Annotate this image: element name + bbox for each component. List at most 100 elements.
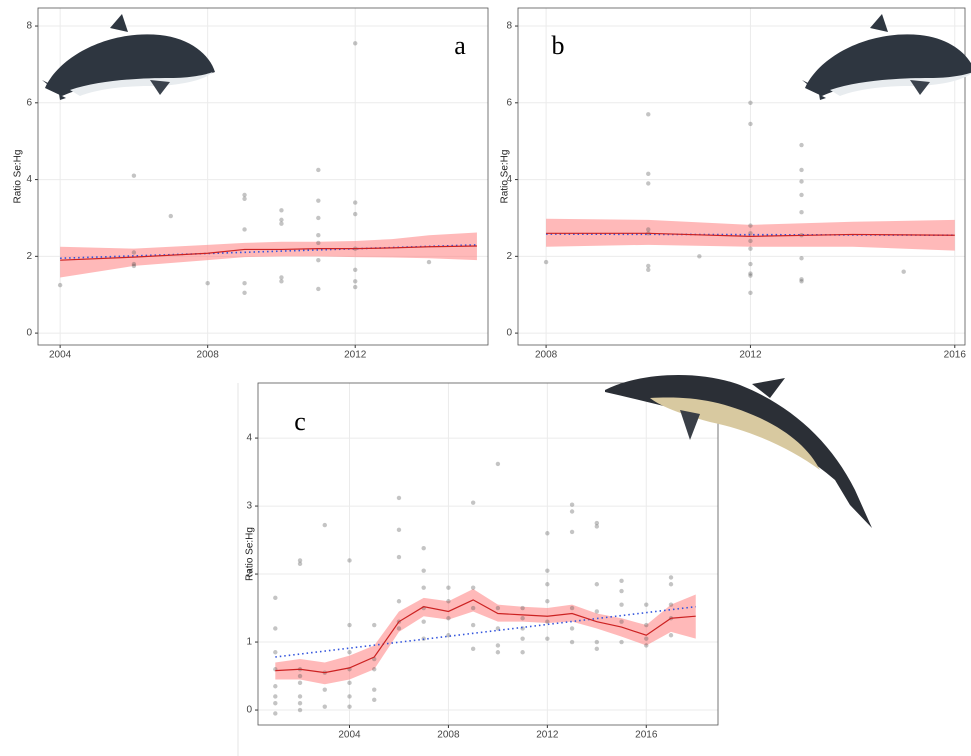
data-point (545, 619, 550, 624)
x-tick-label: 2004 (338, 730, 361, 741)
data-point (646, 171, 651, 177)
data-point (799, 179, 804, 184)
data-point (353, 211, 358, 217)
data-point (594, 646, 600, 652)
data-point (273, 595, 278, 601)
data-point (799, 209, 804, 215)
data-point (668, 582, 674, 587)
data-point (799, 279, 804, 284)
x-tick-label: 2012 (739, 350, 762, 361)
data-point (545, 599, 550, 604)
data-point (297, 707, 303, 713)
data-point (646, 227, 651, 232)
data-point (396, 626, 402, 631)
data-point (353, 200, 358, 205)
x-tick-label: 2012 (344, 350, 367, 361)
panel: 0 1 2 3 4 2004 2008 2012 2016 Ratio Se:Hg c (245, 382, 719, 741)
y-axis-label: Ratio Se:Hg (13, 150, 24, 204)
data-point (545, 531, 550, 536)
porpoise-illustration-a (42, 14, 215, 100)
x-tick-label: 2004 (49, 350, 72, 361)
fit-line (546, 232, 955, 237)
data-point (316, 215, 321, 221)
data-point (543, 259, 549, 265)
data-point (297, 701, 303, 706)
data-point (495, 461, 501, 467)
confidence-band (546, 218, 955, 251)
y-axis-label: Ratio Se:Hg (245, 527, 256, 581)
data-point (131, 261, 137, 267)
data-point (748, 273, 753, 278)
data-point (353, 41, 358, 46)
data-point (545, 636, 550, 641)
data-point (316, 167, 321, 173)
data-point (205, 281, 210, 286)
data-point (619, 639, 624, 645)
y-tick-label: 4 (506, 174, 512, 185)
data-point (372, 687, 377, 692)
confidence-band (60, 232, 477, 278)
data-point (316, 240, 321, 246)
data-point (520, 616, 525, 621)
data-point (668, 575, 674, 580)
data-point (470, 605, 476, 611)
data-point (594, 609, 600, 614)
y-tick-label: 2 (246, 569, 252, 580)
y-tick-label: 8 (506, 21, 512, 32)
linear-trend (275, 605, 696, 658)
data-point (748, 271, 753, 276)
data-point (322, 522, 327, 528)
x-tick-label: 2012 (536, 730, 559, 741)
data-point (520, 605, 525, 611)
data-point (273, 650, 278, 655)
data-point (322, 687, 327, 692)
data-point (495, 643, 501, 648)
data-point (495, 650, 501, 655)
data-point (644, 602, 649, 607)
data-point (594, 582, 600, 587)
data-point (273, 694, 278, 699)
data-point (446, 616, 451, 621)
data-point (131, 263, 137, 269)
y-tick-label: 3 (246, 501, 252, 512)
data-point (569, 605, 575, 611)
linear-trend (546, 233, 955, 237)
data-point (316, 257, 321, 263)
x-tick-label: 2008 (535, 350, 558, 361)
data-point (421, 568, 426, 573)
data-point (446, 585, 451, 590)
y-tick-label: 2 (506, 251, 512, 262)
data-point (644, 643, 649, 648)
data-point (279, 221, 284, 226)
fit-line (60, 245, 477, 261)
confidence-band (275, 589, 696, 685)
data-point (297, 680, 303, 686)
x-tick-label: 2016 (944, 350, 967, 361)
data-point (748, 246, 753, 251)
panel-letter: c (294, 407, 306, 436)
data-point (347, 558, 352, 563)
data-point (316, 198, 321, 203)
y-tick-label: 0 (246, 705, 252, 716)
data-point (644, 622, 649, 628)
data-point (470, 622, 476, 628)
data-point (57, 282, 63, 288)
data-point (396, 527, 402, 533)
data-point (297, 694, 303, 699)
data-point (242, 281, 247, 286)
data-point (396, 554, 402, 560)
data-point (273, 626, 278, 631)
data-point (545, 568, 550, 573)
y-tick-label: 8 (26, 21, 32, 32)
y-tick-label: 0 (26, 328, 32, 339)
data-point (545, 582, 550, 587)
data-point (799, 192, 804, 198)
data-point (470, 585, 476, 590)
data-point (242, 192, 247, 198)
data-point (646, 267, 651, 272)
data-point (242, 227, 247, 232)
data-point (396, 495, 402, 501)
data-point (279, 275, 284, 280)
data-point (279, 208, 284, 213)
data-point (619, 588, 624, 594)
